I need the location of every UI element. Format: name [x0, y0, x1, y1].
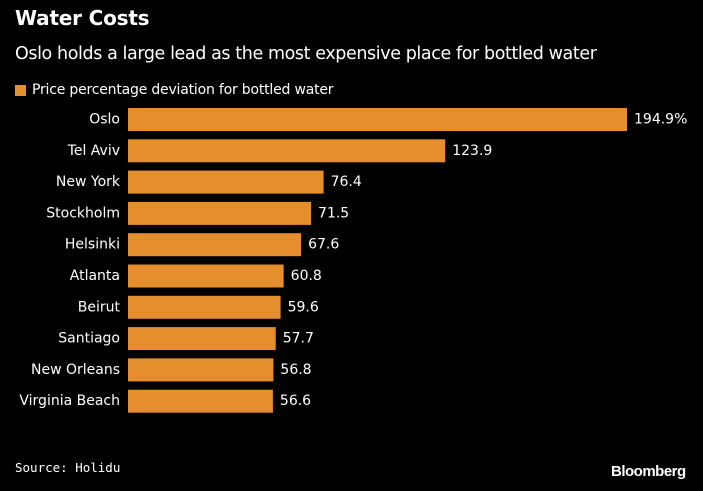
bar	[128, 233, 302, 257]
source-note: Source: Holidu	[15, 460, 121, 475]
bar	[128, 389, 273, 413]
value-label: 57.7	[283, 331, 314, 347]
bar	[128, 201, 312, 225]
category-label: Atlanta	[70, 268, 120, 284]
legend-swatch	[15, 84, 26, 96]
chart-legend: Price percentage deviation for bottled w…	[15, 82, 334, 98]
value-label: 59.6	[288, 299, 319, 315]
value-label: 56.8	[280, 362, 311, 378]
category-label: New York	[56, 174, 121, 190]
chart-title: Water Costs	[15, 6, 150, 30]
chart-subtitle: Oslo holds a large lead as the most expe…	[15, 44, 597, 64]
bar	[128, 295, 281, 319]
bar	[128, 264, 284, 288]
value-label: 56.6	[280, 393, 311, 409]
value-label: 60.8	[291, 268, 322, 284]
category-label: Tel Aviv	[67, 143, 120, 159]
value-label: 71.5	[318, 205, 349, 221]
bar	[128, 358, 274, 382]
value-label: 123.9	[452, 143, 492, 159]
bar	[128, 327, 276, 351]
value-label: 67.6	[308, 237, 339, 253]
category-label: Santiago	[58, 331, 120, 347]
category-label: Virginia Beach	[19, 393, 120, 409]
category-label: Oslo	[89, 112, 120, 128]
category-label: New Orleans	[31, 362, 120, 378]
value-label: 194.9%	[634, 112, 687, 128]
bar	[128, 108, 627, 131]
category-label: Beirut	[78, 299, 121, 315]
legend-label: Price percentage deviation for bottled w…	[32, 82, 334, 98]
bar	[128, 170, 324, 194]
bar	[128, 139, 446, 163]
category-label: Helsinki	[65, 237, 120, 253]
bloomberg-logo: Bloomberg	[611, 463, 686, 480]
category-label: Stockholm	[46, 205, 120, 221]
value-label: 76.4	[331, 174, 362, 190]
